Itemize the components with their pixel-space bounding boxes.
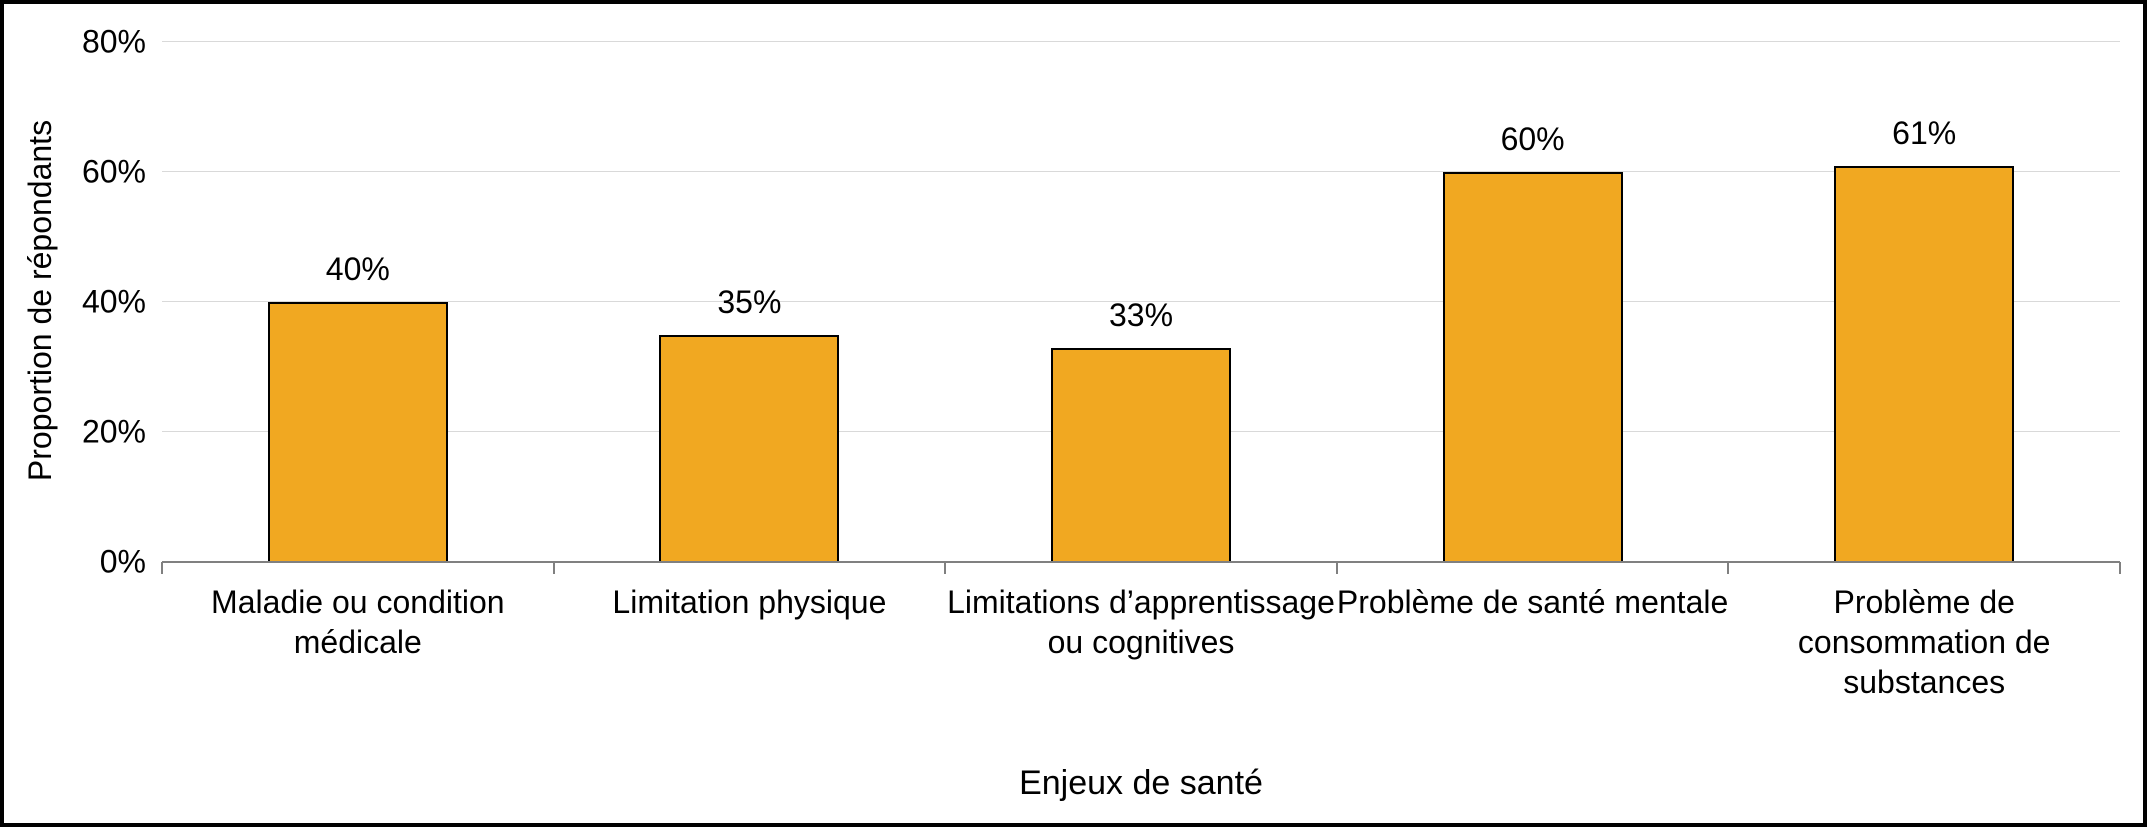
x-tick-mark [553, 562, 555, 574]
y-tick-label: 80% [82, 24, 146, 61]
x-category-label: Limitations d’apprentissage ou cognitive… [945, 582, 1337, 662]
bar [1834, 166, 2014, 563]
bar [1443, 172, 1623, 562]
y-tick-labels: 0% 20% 40% 60% 80% [66, 4, 156, 596]
x-tick-mark [1336, 562, 1338, 574]
plot-area: 40% 35% 33% 60% 61% [162, 42, 2120, 562]
bar-value-label: 60% [1353, 121, 1713, 158]
x-axis-title: Enjeux de santé [162, 764, 2120, 803]
bar-value-label: 40% [178, 251, 538, 288]
y-tick-label: 60% [82, 154, 146, 191]
bar [268, 302, 448, 562]
y-tick-label: 40% [82, 284, 146, 321]
x-category-label: Limitation physique [554, 582, 946, 622]
bar-value-label: 61% [1744, 115, 2104, 152]
bar [1051, 348, 1231, 563]
x-axis-baseline [162, 561, 2120, 563]
x-tick-mark [944, 562, 946, 574]
x-tick-mark [2119, 562, 2121, 574]
y-tick-label: 20% [82, 414, 146, 451]
bar-value-label: 35% [569, 284, 929, 321]
x-tick-mark [1727, 562, 1729, 574]
x-category-label: Problème de santé mentale [1337, 582, 1729, 622]
x-tick-mark [161, 562, 163, 574]
bar-value-label: 33% [961, 297, 1321, 334]
y-axis-title-text: Proportion de répondants [23, 119, 60, 480]
x-category-label: Maladie ou condition médicale [162, 582, 554, 662]
bars-container: 40% 35% 33% 60% 61% [162, 42, 2120, 562]
y-tick-label: 0% [100, 544, 146, 581]
x-category-label: Problème de consommation de substances [1728, 582, 2120, 702]
chart-frame: Proportion de répondants 0%20%40%60%80% … [0, 0, 2147, 827]
bar [659, 335, 839, 563]
y-axis-title: Proportion de répondants [16, 4, 66, 596]
